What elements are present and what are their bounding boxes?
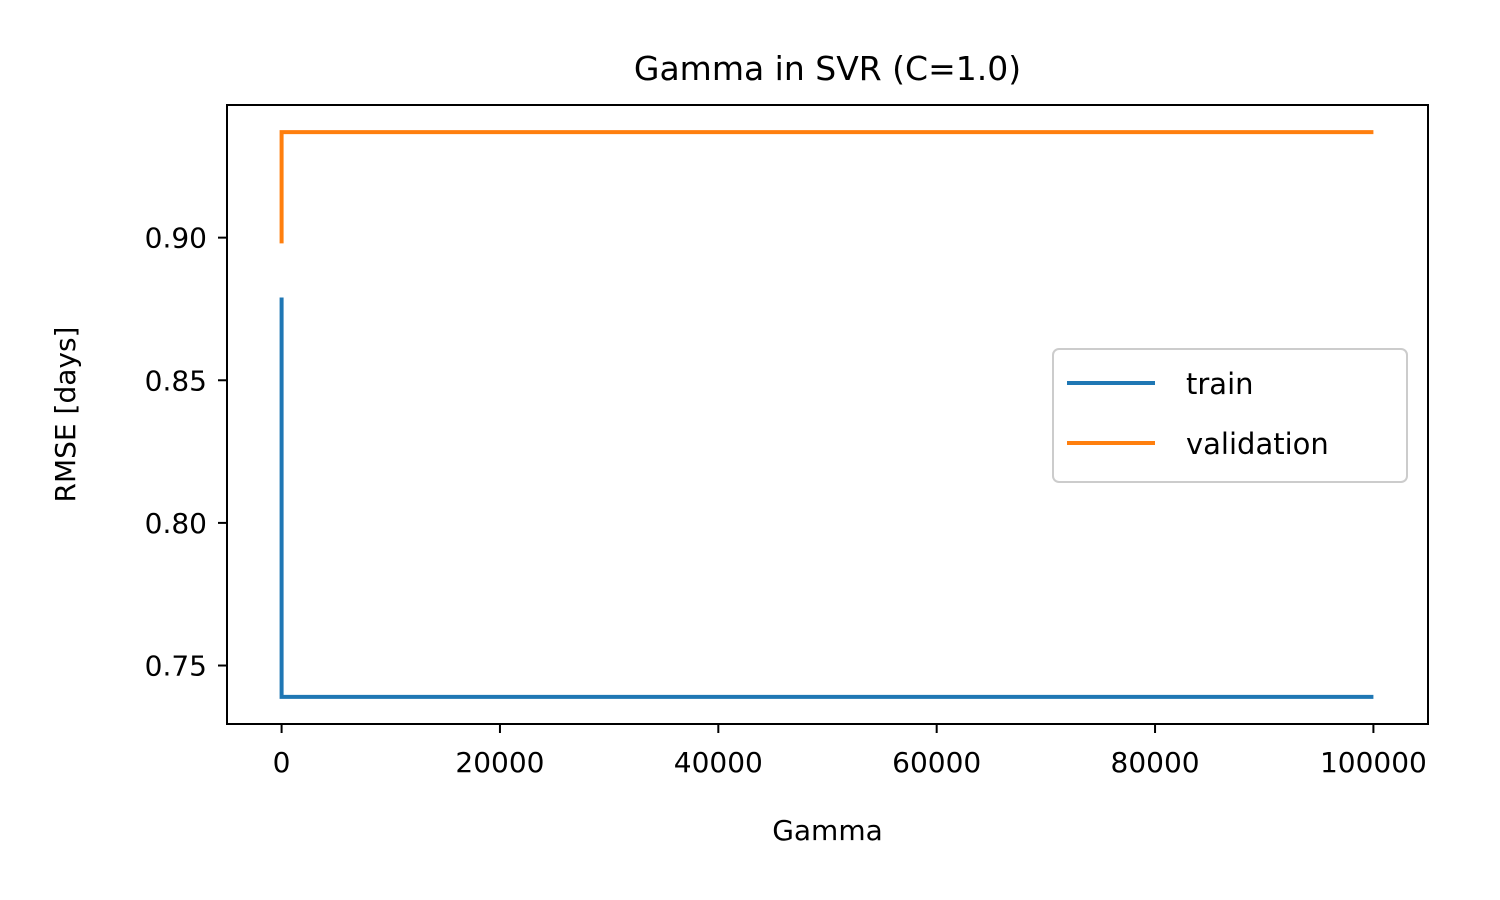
y-tick-label: 0.90 xyxy=(145,222,207,255)
plot-frame xyxy=(226,104,1429,725)
x-tick-label: 80000 xyxy=(1111,746,1200,779)
x-tick-label: 20000 xyxy=(455,746,544,779)
x-axis: 0 20000 40000 60000 80000 100000 xyxy=(273,724,1427,779)
y-tick-label: 0.75 xyxy=(145,650,207,683)
x-tick-label: 0 xyxy=(273,746,291,779)
x-axis-label: Gamma xyxy=(772,814,883,847)
y-tick-label: 0.85 xyxy=(145,364,207,397)
x-tick-label: 60000 xyxy=(892,746,981,779)
legend-label-validation: validation xyxy=(1186,427,1329,461)
series-line-validation xyxy=(279,130,1374,244)
series-line-train xyxy=(279,297,1374,699)
legend: train validation xyxy=(1052,348,1408,483)
plot-lines xyxy=(279,130,1374,699)
chart-title: Gamma in SVR (C=1.0) xyxy=(634,49,1021,88)
x-tick-label: 100000 xyxy=(1320,746,1427,779)
legend-label-train: train xyxy=(1186,367,1254,401)
y-tick-label: 0.80 xyxy=(145,507,207,540)
y-axis: 0.75 0.80 0.85 0.90 xyxy=(145,222,227,683)
x-tick-label: 40000 xyxy=(674,746,763,779)
y-axis-label: RMSE [days] xyxy=(49,327,82,503)
